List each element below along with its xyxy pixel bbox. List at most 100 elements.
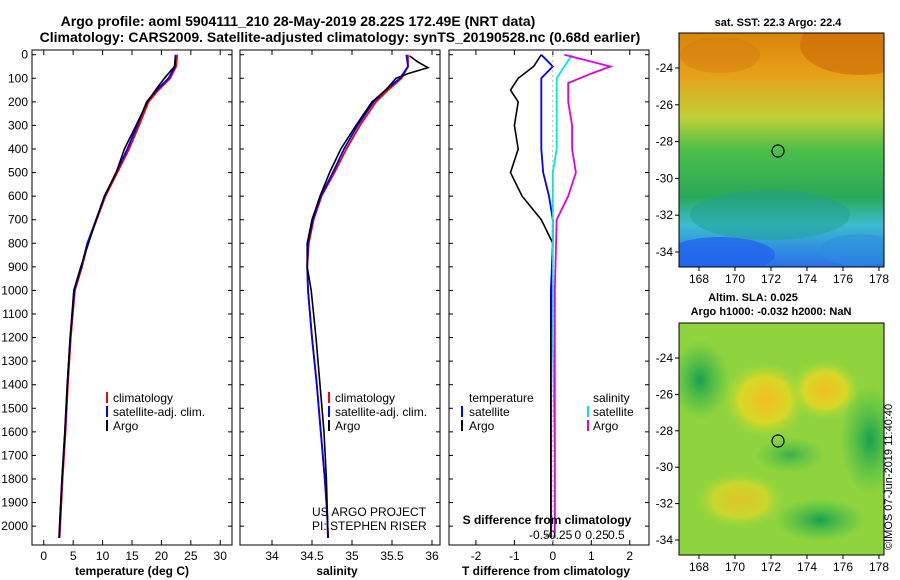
- sla-map-frame: [678, 322, 885, 556]
- depth-tick-label: 400: [8, 142, 28, 156]
- lat-tick-label: -32: [656, 497, 674, 511]
- sst-warm-patch: [800, 33, 884, 75]
- legend-label-satellite: satellite-adj. clim.: [113, 405, 205, 419]
- lon-tick-label: 178: [869, 560, 889, 574]
- series-line-satellite-adj-clim-: [58, 54, 177, 538]
- legend-label-climatology: climatology: [335, 391, 395, 405]
- lon-tick-label: 168: [689, 272, 709, 286]
- temperature-chart: 0 5 10 15 20 25 30: [32, 50, 232, 563]
- legend-heading-temperature: temperature: [469, 391, 534, 405]
- lon-tick-label: 176: [833, 272, 853, 286]
- sla-low-anomaly: [755, 437, 825, 473]
- s-difference-axis-label: S difference from climatology: [463, 513, 632, 527]
- sst-cold-patch: [679, 237, 775, 267]
- depth-tick-label: 1200: [1, 331, 28, 345]
- lat-tick-label: -26: [656, 98, 674, 112]
- pi-credit: PI: STEPHEN RISER: [312, 519, 427, 533]
- x-tick-label: 36: [425, 549, 439, 563]
- depth-tick-label: 600: [8, 189, 28, 203]
- x-tick-label: 35: [345, 549, 359, 563]
- sla-map: Altim. SLA: 0.025 Argo h1000: -0.032 h20…: [656, 292, 890, 574]
- x-tick-label: 0: [550, 549, 557, 563]
- depth-tick-label: 1700: [1, 448, 28, 462]
- imos-credit: ©IMOS 07-Jun-2019 11:40:40: [883, 404, 895, 550]
- sla-high-anomaly: [723, 362, 807, 438]
- lon-tick-label: 174: [797, 272, 817, 286]
- legend-label-satellite-s: satellite: [593, 405, 634, 419]
- lon-tick-label: 178: [869, 272, 889, 286]
- legend-label-argo: Argo: [113, 419, 139, 433]
- sst-map-title: sat. SST: 22.3 Argo: 22.4: [715, 17, 843, 29]
- x-tick-label: 35.5: [380, 549, 404, 563]
- sla-map-title-line2: Argo h1000: -0.032 h2000: NaN: [691, 306, 852, 318]
- sst-map-frame: [678, 32, 885, 268]
- depth-tick-label: 300: [8, 118, 28, 132]
- x-tick-label: 34.5: [300, 549, 324, 563]
- sst-warm-patch: [680, 37, 760, 73]
- depth-tick-label: 200: [8, 95, 28, 109]
- figure-title-line1: Argo profile: aoml 5904111_210 28-May-20…: [61, 13, 536, 29]
- s-diff-tick-label: 0.25: [585, 528, 609, 542]
- depth-tick-label: 100: [8, 71, 28, 85]
- x-tick-label: -2: [471, 549, 482, 563]
- project-credit: US ARGO PROJECT: [312, 505, 427, 519]
- t-difference-axis-label: T difference from climatology: [462, 564, 630, 578]
- sst-map: sat. SST: 22.3 Argo: 22.4 -24 -26 -28 -30 -3…: [656, 17, 890, 286]
- series-line-argo-t: [509, 54, 554, 538]
- sla-low-anomaly: [840, 385, 884, 495]
- depth-tick-label: 1800: [1, 472, 28, 486]
- lat-tick-label: -30: [656, 460, 674, 474]
- lat-tick-label: -28: [656, 135, 674, 149]
- difference-panel-frame: [448, 49, 650, 546]
- lon-tick-label: 176: [833, 560, 853, 574]
- sla-map-title-line1: Altim. SLA: 0.025: [708, 292, 798, 304]
- depth-tick-label: 1600: [1, 425, 28, 439]
- s-diff-tick-label: 0.5: [608, 528, 625, 542]
- sla-low-anomaly: [679, 340, 730, 420]
- temperature-axis-label: temperature (deg C): [75, 564, 189, 578]
- x-tick-label: 34: [265, 549, 279, 563]
- lat-tick-label: -34: [656, 533, 674, 547]
- depth-tick-label: 1400: [1, 378, 28, 392]
- sla-high-anomaly: [790, 360, 860, 420]
- legend-label-satellite-t: satellite: [469, 405, 510, 419]
- lat-tick-label: -24: [656, 351, 674, 365]
- x-tick-label: 30: [214, 549, 228, 563]
- sst-map-axes: -24 -26 -28 -30 -32 -34 168 170 172 174 176 178: [656, 61, 890, 286]
- lon-tick-label: 172: [761, 272, 781, 286]
- lat-tick-label: -26: [656, 387, 674, 401]
- s-diff-tick-label: 0: [575, 528, 582, 542]
- legend-label-satellite: satellite-adj. clim.: [335, 405, 427, 419]
- legend-label-argo-s: Argo: [593, 419, 619, 433]
- legend-label-argo-t: Argo: [469, 419, 495, 433]
- depth-tick-label: 2000: [1, 519, 28, 533]
- argo-location-marker: [771, 144, 785, 158]
- x-tick-label: 10: [96, 549, 110, 563]
- series-line-satellite-adj-clim-: [306, 54, 409, 538]
- series-line-climatology: [58, 54, 179, 538]
- difference-chart: -2 -1 0 1 2-0.5-0.25 0 0.25 0.5: [449, 50, 649, 563]
- x-tick-label: 15: [125, 549, 139, 563]
- sla-high-anomaly: [695, 472, 785, 528]
- depth-tick-label: 1900: [1, 496, 28, 510]
- difference-legend: temperature satellite Argo salinity sate…: [461, 391, 634, 433]
- argo-location-marker: [771, 434, 785, 448]
- x-tick-label: 20: [155, 549, 169, 563]
- depth-tick-label: 1100: [2, 307, 28, 321]
- figure-title-line2: Climatology: CARS2009. Satellite-adjuste…: [40, 29, 641, 45]
- salinity-panel-frame: [239, 49, 441, 546]
- lon-tick-label: 168: [689, 560, 709, 574]
- series-line-satellite-s: [551, 54, 573, 538]
- legend-label-climatology: climatology: [113, 391, 173, 405]
- sla-low-anomaly: [775, 498, 865, 542]
- depth-tick-label: 1500: [1, 401, 28, 415]
- lat-tick-label: -34: [656, 245, 674, 259]
- depth-tick-label: 0: [21, 48, 28, 62]
- lon-tick-label: 170: [725, 272, 745, 286]
- lat-tick-label: -24: [656, 61, 674, 75]
- salinity-legend: climatology satellite-adj. clim. Argo US…: [312, 391, 427, 533]
- x-tick-label: 0: [40, 549, 47, 563]
- depth-tick-label: 800: [8, 236, 28, 250]
- x-tick-label: 5: [70, 549, 77, 563]
- sst-cold-patch: [820, 234, 884, 266]
